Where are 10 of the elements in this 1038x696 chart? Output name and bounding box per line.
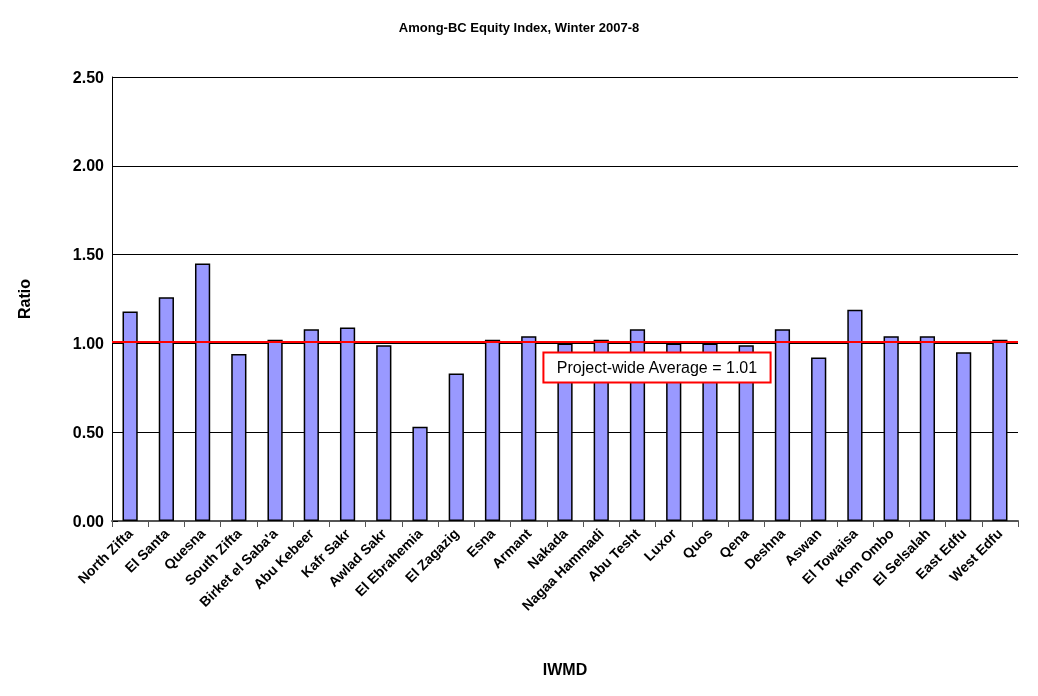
- y-tick-label: 2.50: [72, 68, 105, 86]
- y-axis-title: Ratio: [15, 278, 33, 319]
- y-tick-label: 1.50: [72, 246, 105, 264]
- chart-title: Among-BC Equity Index, Winter 2007-8: [398, 20, 640, 35]
- y-tick-label: 2.00: [72, 157, 105, 175]
- y-tick-label: 0.00: [72, 512, 105, 530]
- y-tick-label: 1.00: [72, 334, 105, 352]
- y-tick-label: 0.50: [72, 423, 105, 441]
- ref-line-label: Project-wide Average = 1.01: [556, 359, 758, 377]
- x-axis-title: IWMD: [542, 660, 588, 678]
